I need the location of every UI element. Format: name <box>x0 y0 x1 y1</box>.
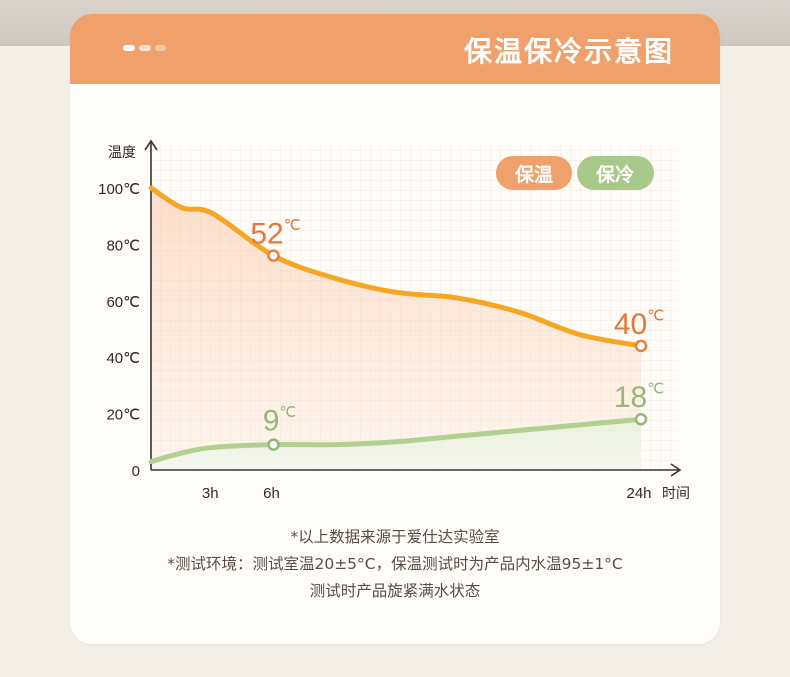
decorative-dots <box>123 45 166 51</box>
card-header: 保温保冷示意图 <box>70 14 720 84</box>
footnotes: *以上数据来源于爱仕达实验室 *测试环境：测试室温20±5°C，保温测试时为产品… <box>70 524 720 605</box>
data-label: 40℃ <box>614 307 664 341</box>
legend-cold-label: 保冷 <box>595 163 634 186</box>
data-label: 18℃ <box>614 381 664 415</box>
y-tick-label: 40℃ <box>106 350 140 367</box>
y-tick-label: 100℃ <box>98 181 140 198</box>
legend: 保温 保冷 <box>496 156 654 190</box>
legend-cold-pill <box>577 156 654 190</box>
y-tick-label: 0 <box>132 463 140 480</box>
footnote-source: *以上数据来源于爱仕达实验室 <box>290 528 500 546</box>
dot-icon <box>123 45 135 51</box>
y-tick-label: 60℃ <box>106 294 140 311</box>
data-point <box>634 339 648 353</box>
dot-icon <box>139 45 151 51</box>
data-point <box>634 412 648 426</box>
warm-series-line <box>148 185 644 349</box>
series-markers: 52℃ 40℃ 9℃ 18℃ <box>250 217 664 451</box>
footnote-condition: 测试时产品旋紧满水状态 <box>309 582 481 600</box>
y-axis-arrow-icon <box>144 139 158 151</box>
x-tick-label: 3h <box>202 485 219 502</box>
data-point <box>267 438 280 451</box>
y-axis-label: 温度 <box>108 144 136 160</box>
cold-series-line <box>148 416 644 465</box>
x-tick-labels: 3h 6h 24h <box>202 485 652 502</box>
dot-icon <box>155 45 166 51</box>
x-tick-label: 24h <box>626 485 651 502</box>
data-point <box>267 249 280 262</box>
y-tick-label: 80℃ <box>106 237 140 254</box>
data-label: 52℃ <box>250 217 300 251</box>
data-label: 9℃ <box>263 404 297 438</box>
legend-warm-label: 保温 <box>514 163 553 186</box>
y-tick-label: 20℃ <box>106 407 140 424</box>
x-axis-label: 时间 <box>662 485 690 501</box>
y-tick-labels: 0 20℃ 40℃ 60℃ 80℃ 100℃ <box>98 181 140 480</box>
x-tick-label: 6h <box>263 485 280 502</box>
footnote-environment: *测试环境：测试室温20±5°C，保温测试时为产品内水温95±1°C <box>167 555 623 573</box>
x-axis-arrow-icon <box>670 463 682 477</box>
page-title: 保温保冷示意图 <box>463 35 674 68</box>
legend-warm-pill <box>496 156 572 190</box>
